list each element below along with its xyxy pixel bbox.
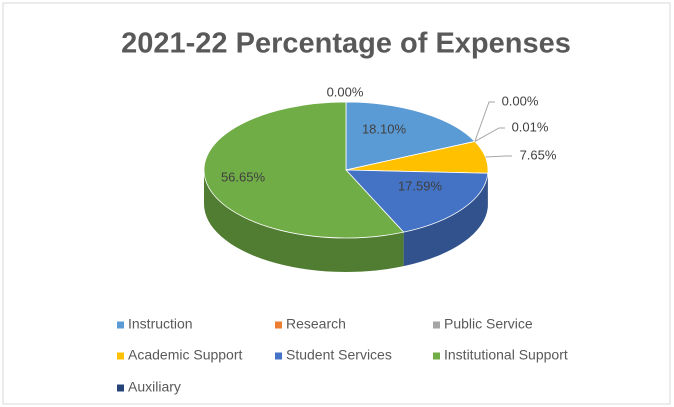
data-label: 18.10% [362, 121, 407, 136]
leader-line [474, 127, 505, 142]
pie-side [403, 173, 488, 267]
leader-line [474, 101, 495, 142]
leader-line [485, 155, 512, 158]
data-label: 56.65% [221, 169, 266, 184]
legend-label: Research [286, 316, 346, 332]
pie-slice [203, 101, 405, 239]
pie-slice [345, 169, 489, 233]
legend-swatch [275, 352, 282, 360]
chart-title: 2021-22 Percentage of Expenses [121, 28, 571, 60]
legend-swatch [117, 321, 124, 329]
legend-label: Instruction [128, 316, 193, 332]
pie-side [204, 170, 404, 272]
legend-label: Institutional Support [444, 347, 568, 363]
legend-swatch [117, 384, 124, 392]
legend-swatch [433, 321, 440, 329]
data-label: 7.65% [520, 147, 557, 162]
legend-swatch [117, 352, 124, 360]
legend-swatch [433, 352, 440, 360]
pie-slice [345, 101, 476, 171]
data-label: 0.01% [512, 119, 549, 134]
legend-label: Student Services [286, 347, 392, 363]
legend-swatch [275, 321, 282, 329]
data-label: 0.00% [502, 93, 539, 108]
data-label: 17.59% [398, 178, 443, 193]
data-label: 0.00% [327, 84, 364, 99]
legend-label: Public Service [444, 316, 533, 332]
legend-label: Auxiliary [128, 379, 181, 395]
legend-label: Academic Support [128, 347, 243, 363]
